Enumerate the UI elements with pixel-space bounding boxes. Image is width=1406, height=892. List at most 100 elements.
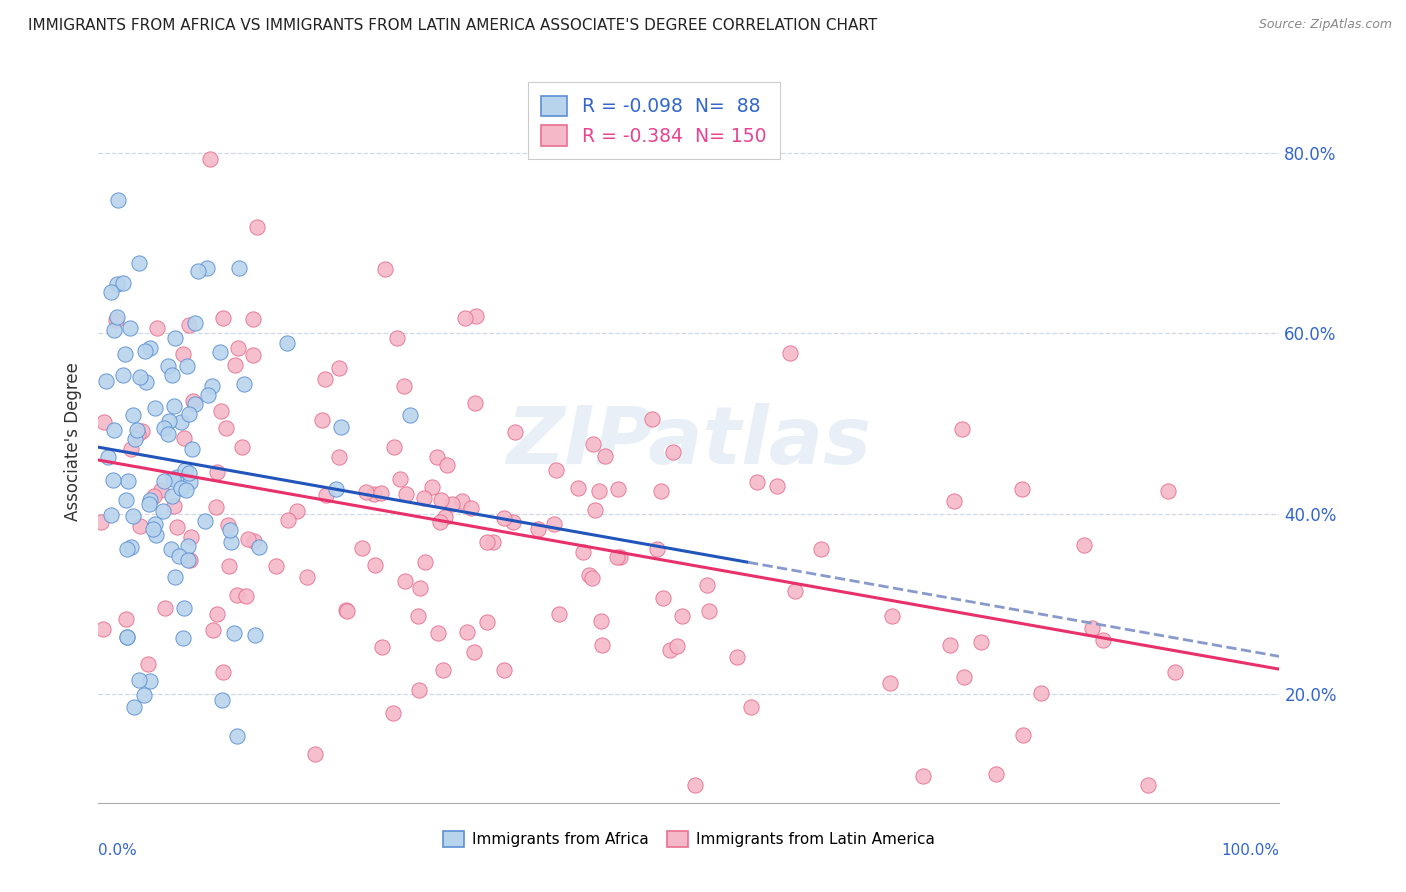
- Point: [155, 601, 177, 615]
- Y-axis label: Associate's Degree: Associate's Degree: [63, 362, 82, 521]
- Point: [740, 700, 762, 714]
- Point: [215, 421, 238, 435]
- Point: [658, 643, 681, 657]
- Point: [950, 422, 973, 436]
- Point: [374, 262, 396, 277]
- Point: [167, 549, 190, 564]
- Point: [231, 440, 253, 454]
- Point: [879, 676, 901, 690]
- Point: [157, 359, 180, 373]
- Point: [460, 500, 482, 515]
- Point: [165, 569, 187, 583]
- Point: [1164, 665, 1187, 679]
- Point: [170, 415, 193, 429]
- Point: [335, 603, 357, 617]
- Point: [727, 650, 749, 665]
- Point: [90, 515, 112, 529]
- Point: [205, 607, 228, 621]
- Point: [120, 540, 142, 554]
- Point: [371, 640, 394, 654]
- Point: [328, 450, 350, 465]
- Point: [304, 747, 326, 762]
- Point: [197, 388, 219, 402]
- Point: [451, 494, 474, 508]
- Point: [413, 491, 436, 505]
- Point: [201, 623, 224, 637]
- Point: [174, 483, 197, 498]
- Point: [212, 310, 235, 325]
- Point: [122, 700, 145, 714]
- Point: [1073, 538, 1095, 552]
- Point: [125, 423, 148, 437]
- Point: [779, 346, 801, 360]
- Point: [581, 571, 603, 585]
- Point: [315, 488, 337, 502]
- Point: [589, 614, 612, 628]
- Point: [247, 541, 270, 555]
- Point: [129, 369, 152, 384]
- Point: [180, 530, 202, 544]
- Point: [382, 440, 405, 454]
- Point: [228, 261, 250, 276]
- Point: [187, 263, 209, 277]
- Point: [211, 665, 233, 680]
- Point: [277, 513, 299, 527]
- Point: [179, 553, 201, 567]
- Point: [392, 379, 415, 393]
- Point: [218, 559, 240, 574]
- Point: [285, 503, 308, 517]
- Point: [181, 442, 204, 457]
- Point: [91, 622, 114, 636]
- Point: [166, 470, 188, 484]
- Point: [138, 657, 160, 672]
- Point: [882, 608, 904, 623]
- Point: [246, 220, 269, 235]
- Point: [745, 475, 768, 489]
- Point: [429, 515, 451, 529]
- Point: [505, 425, 527, 439]
- Point: [120, 320, 142, 334]
- Point: [350, 541, 373, 555]
- Point: [194, 514, 217, 528]
- Point: [105, 310, 128, 324]
- Point: [276, 336, 298, 351]
- Point: [1012, 728, 1035, 742]
- Point: [662, 445, 685, 459]
- Point: [201, 379, 224, 393]
- Point: [395, 486, 418, 500]
- Point: [100, 508, 122, 522]
- Point: [115, 493, 138, 508]
- Point: [143, 401, 166, 416]
- Point: [1157, 483, 1180, 498]
- Point: [381, 706, 404, 721]
- Point: [475, 615, 498, 630]
- Point: [420, 480, 443, 494]
- Point: [143, 517, 166, 532]
- Point: [111, 368, 134, 382]
- Point: [408, 683, 430, 698]
- Point: [1091, 633, 1114, 648]
- Point: [912, 768, 935, 782]
- Point: [295, 570, 318, 584]
- Point: [184, 397, 207, 411]
- Point: [195, 260, 218, 275]
- Point: [128, 673, 150, 687]
- Point: [127, 426, 149, 441]
- Point: [103, 473, 125, 487]
- Point: [138, 497, 160, 511]
- Point: [583, 502, 606, 516]
- Point: [548, 607, 571, 622]
- Point: [502, 515, 524, 529]
- Point: [783, 584, 806, 599]
- Point: [103, 423, 125, 437]
- Point: [117, 542, 139, 557]
- Point: [219, 523, 242, 537]
- Point: [114, 346, 136, 360]
- Point: [432, 663, 454, 677]
- Point: [138, 493, 160, 508]
- Point: [463, 645, 485, 659]
- Point: [142, 522, 165, 536]
- Point: [641, 412, 664, 426]
- Point: [1011, 482, 1033, 496]
- Point: [205, 500, 228, 515]
